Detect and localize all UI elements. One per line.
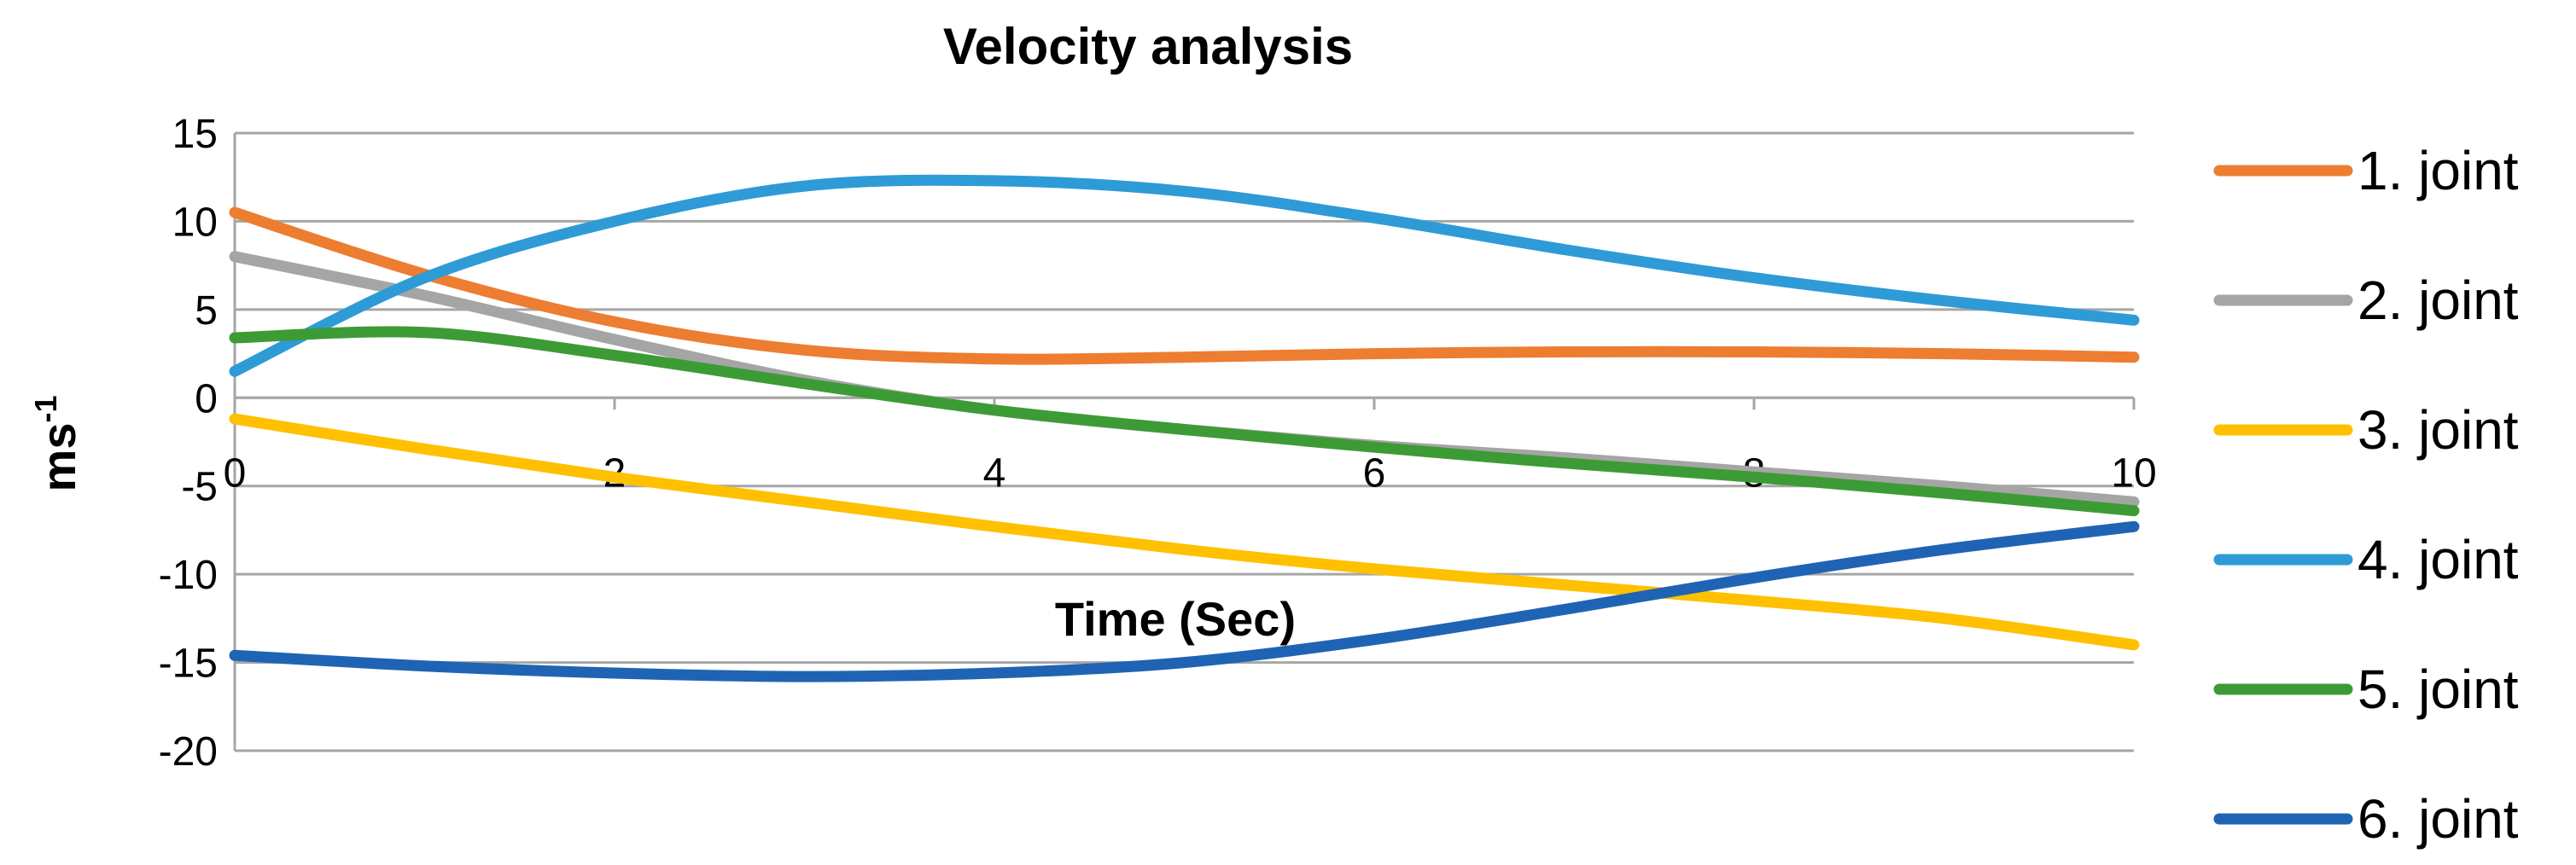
legend-item: 3. joint bbox=[2213, 399, 2519, 461]
chart-title: Velocity analysis bbox=[943, 18, 1353, 75]
y-tick-label: -5 bbox=[181, 465, 218, 510]
x-tick-label: 10 bbox=[2111, 450, 2156, 496]
legend-label: 6. joint bbox=[2357, 788, 2519, 850]
legend-item: 5. joint bbox=[2213, 659, 2519, 720]
legend-label: 3. joint bbox=[2357, 399, 2519, 461]
series-line-joint-4 bbox=[229, 174, 2140, 377]
series-line-joint-3 bbox=[229, 413, 2140, 651]
y-axis-title-superscript: -1 bbox=[28, 396, 63, 423]
x-tick-label: 0 bbox=[224, 450, 247, 496]
legend-label: 2. joint bbox=[2357, 270, 2519, 331]
svg-text:ms-1: ms-1 bbox=[28, 396, 85, 492]
series-line-joint-6 bbox=[229, 520, 2140, 682]
legend-label: 1. joint bbox=[2357, 140, 2519, 201]
legend-item: 4. joint bbox=[2213, 529, 2519, 590]
axes bbox=[233, 133, 2134, 751]
series-line-joint-1 bbox=[229, 206, 2140, 365]
x-axis-title: Time (Sec) bbox=[1055, 592, 1296, 646]
legend-item: 1. joint bbox=[2213, 140, 2519, 201]
legend-label: 5. joint bbox=[2357, 659, 2519, 720]
y-tick-label: -15 bbox=[159, 641, 218, 687]
x-tick-label: 4 bbox=[983, 450, 1006, 496]
legend-label: 4. joint bbox=[2357, 529, 2519, 590]
y-axis-title-unit: ms bbox=[32, 423, 85, 492]
legend-item: 2. joint bbox=[2213, 270, 2519, 331]
y-tick-label: 10 bbox=[172, 200, 218, 245]
y-tick-label: 0 bbox=[195, 376, 218, 421]
series-line-joint-5 bbox=[229, 326, 2140, 517]
y-tick-label: 5 bbox=[195, 288, 218, 334]
y-axis-title: ms-1 bbox=[28, 396, 85, 492]
x-tick-label: 6 bbox=[1363, 450, 1386, 496]
legend-item: 6. joint bbox=[2213, 788, 2519, 850]
y-tick-labels: 15 10 5 0 -5 -10 -15 -20 bbox=[159, 112, 218, 775]
y-tick-label: -20 bbox=[159, 729, 218, 775]
legend: 1. joint 2. joint 3. joint 4. joint 5. joint… bbox=[2213, 140, 2519, 850]
y-tick-label: 15 bbox=[172, 112, 218, 157]
series-lines bbox=[229, 174, 2140, 682]
y-tick-label: -10 bbox=[159, 553, 218, 598]
